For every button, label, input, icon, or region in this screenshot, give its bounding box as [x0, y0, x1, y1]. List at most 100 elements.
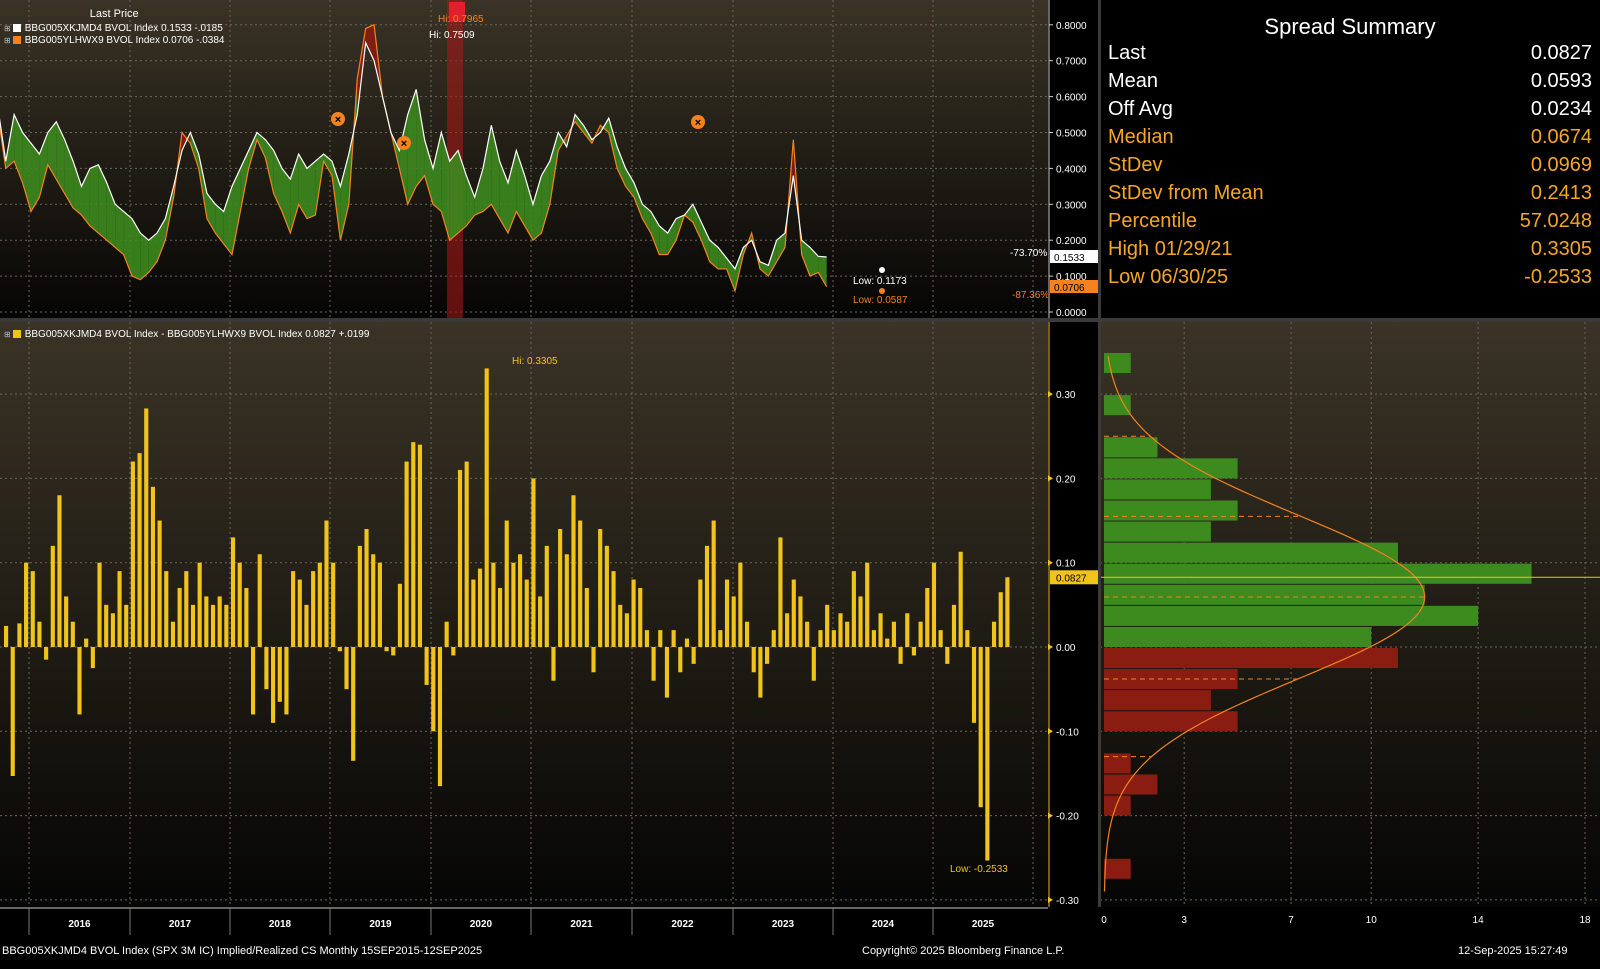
spread-y-axis: -0.30 -0.20 -0.10 0.00 0.10 0.20 0.30 0.0827 [1048, 322, 1100, 907]
spread-bar [958, 551, 963, 647]
spread-bar [77, 647, 82, 715]
summary-title: Spread Summary [1264, 14, 1436, 39]
x-tick-label: 3 [1181, 915, 1187, 926]
price-chart-panel[interactable]: × × × Hi: 0.7965 Hi: 0.7509 Low: 0.1173 Low: 0… [0, 0, 1048, 318]
spread-bar [57, 495, 62, 647]
summary-value: 0.3305 [1530, 238, 1592, 260]
histogram-bar [1104, 711, 1238, 732]
last-orange-tag [1050, 280, 1098, 293]
spread-bar [758, 647, 763, 698]
spread-bar [177, 587, 182, 647]
event-marker-glyph: × [401, 138, 407, 150]
spread-fill [760, 261, 769, 277]
year-label: 2025 [972, 919, 995, 930]
spread-fill [123, 211, 132, 277]
spread-bar [538, 596, 543, 647]
x-tick-label: 7 [1288, 915, 1294, 926]
spread-bar [845, 621, 850, 647]
spread-bar [698, 579, 703, 647]
y-tick-label: 0.1000 [1056, 272, 1087, 283]
x-tick-label: 10 [1366, 915, 1378, 926]
spread-bar [237, 562, 242, 647]
spread-bar [150, 486, 155, 647]
histogram-bar [1104, 774, 1158, 795]
spread-fill [600, 118, 609, 133]
event-marker-glyph: × [335, 114, 341, 126]
spread-bar [344, 647, 349, 690]
spread-bar [604, 545, 609, 647]
top-legend-item-1[interactable]: ⊞ BBG005XKJMD4 BVOL Index 0.1533 -.0185 [4, 22, 224, 34]
summary-label: Percentile [1108, 210, 1197, 232]
summary-label: Off Avg [1108, 98, 1173, 120]
spread-bar [404, 461, 409, 647]
spread-bar [898, 647, 903, 664]
spread-chart-panel[interactable]: Hi: 0.3305 Low: -0.2533 ⊞ BBG005XKJMD4 BV… [0, 322, 1048, 907]
year-label: 2023 [772, 919, 795, 930]
spread-bar [491, 562, 496, 647]
pct-orange-label: -87.36% [1012, 290, 1048, 301]
spread-bar [971, 647, 977, 723]
spread-fill [265, 139, 274, 194]
spread-bar [718, 630, 723, 647]
spread-bar [965, 630, 970, 647]
spread-bar [10, 647, 15, 776]
histogram-bar [1104, 858, 1131, 879]
spread-bar [858, 596, 863, 647]
spread-fill [483, 125, 492, 212]
histogram-x-axis: 0 3 7 10 14 18 [1100, 907, 1600, 937]
price-y-axis-svg: 0.0000 0.1000 0.2000 0.3000 0.4000 0.5000 0.60… [1048, 0, 1098, 318]
spread-bar [117, 571, 122, 647]
summary-value: -0.2533 [1524, 266, 1592, 288]
bottom-legend-item[interactable]: ⊞ BBG005XKJMD4 BVOL Index - BBG005YLHWX9… [4, 328, 369, 340]
spread-bar [371, 554, 376, 647]
spread-bar [544, 545, 549, 647]
spread-fill [98, 164, 107, 241]
axis-tick [1048, 559, 1053, 566]
summary-label: High 01/29/21 [1108, 238, 1233, 260]
axis-tick [1048, 475, 1053, 482]
spread-bar [711, 520, 716, 647]
footer-timestamp: 12-Sep-2025 15:27:49 [1458, 945, 1568, 957]
spread-fill [625, 168, 634, 198]
year-axis: 2016 2017 2018 2019 2020 2021 2022 2023 2024 2025 [0, 907, 1100, 937]
spread-bar [618, 604, 623, 647]
spread-bar [351, 647, 356, 761]
spread-bar [684, 638, 690, 647]
expand-icon[interactable]: ⊞ [4, 329, 11, 339]
summary-value: 0.2413 [1530, 182, 1592, 204]
expand-icon[interactable]: ⊞ [4, 23, 11, 33]
spread-bar [364, 528, 369, 647]
spread-bar [931, 562, 937, 647]
histogram-bar [1104, 437, 1158, 458]
histogram-bar [1104, 458, 1238, 479]
spread-bar [4, 625, 9, 647]
spread-bar [518, 554, 523, 647]
last-value: 0.0827 [1056, 573, 1087, 584]
spread-bar [664, 647, 670, 698]
top-legend-item-2[interactable]: ⊞ BBG005YLHWX9 BVOL Index 0.0706 -.0384 [4, 34, 224, 46]
y-tick-label: 0.6000 [1056, 93, 1087, 104]
low-orange-label: Low: 0.0587 [853, 295, 908, 306]
spread-fill [499, 161, 508, 234]
spread-bar [24, 562, 29, 647]
spread-bar [691, 647, 696, 664]
spread-fill [140, 233, 149, 280]
spread-bar [97, 562, 102, 647]
spread-bar [210, 604, 216, 647]
expand-icon[interactable]: ⊞ [4, 35, 11, 45]
spread-fill [776, 233, 785, 262]
summary-row: High 01/29/21 0.3305 [1108, 238, 1592, 266]
spread-bar [838, 613, 843, 647]
spread-fill [223, 186, 232, 255]
spread-bar [998, 592, 1003, 647]
spread-fill [47, 121, 57, 180]
spread-fill [89, 164, 99, 234]
low-white-label: Low: 0.1173 [853, 276, 907, 287]
spread-bar [204, 596, 209, 647]
horizontal-divider[interactable] [0, 318, 1600, 322]
spread-bar [564, 554, 569, 647]
spread-fill [215, 204, 224, 244]
histogram-bar [1104, 690, 1211, 711]
y-tick-label: 0.20 [1056, 474, 1076, 485]
low-label: Low: -0.2533 [950, 864, 1008, 875]
